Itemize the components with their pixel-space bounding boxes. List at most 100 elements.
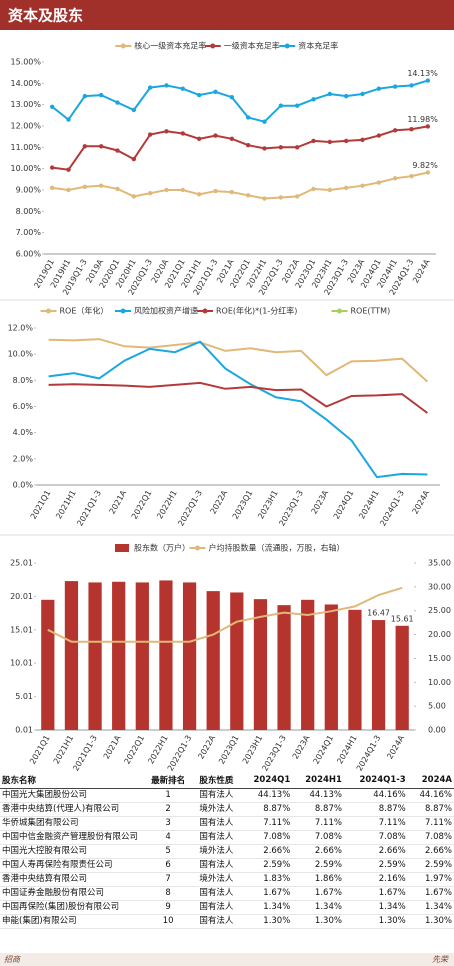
legend-dot (120, 308, 126, 314)
cell: 香港中央结算(代理人)有限公司 (0, 802, 144, 817)
marker (425, 78, 431, 83)
charts: 资本及股东 6.00% 7.00% 8.00% 9.00% 10.00% 11.00% 12… (0, 0, 454, 772)
cell: 2.59% (240, 858, 293, 873)
marker (66, 117, 71, 122)
legend-dot (120, 43, 126, 49)
marker (49, 185, 55, 191)
row: 中国光大集团股份公司 1 国有法人 44.13% 44.13% 44.16% 44.16% (0, 788, 454, 803)
cell: 10 (144, 914, 193, 929)
y-tick-label: 6.00% (16, 250, 42, 259)
cell: 国有法人 (192, 788, 241, 803)
line (52, 125, 428, 171)
y-tick-label: 12.0% (8, 324, 34, 333)
x-tick-label: 2021Q1-3 (75, 489, 103, 528)
marker (262, 196, 267, 201)
header-row: 股东名称 最新排名 股东性质 2024Q1 2024H1 2024Q1-3 2024A (0, 772, 454, 789)
y-tick-label: 13.00% (10, 100, 41, 109)
marker (343, 185, 349, 191)
footer-right: 先荣 (432, 955, 448, 964)
cell: 6 (144, 858, 193, 873)
cell: 1.67% (407, 886, 454, 901)
marker (49, 104, 55, 110)
cell: 5 (144, 844, 193, 859)
y2-tick-label: 30.00 (428, 582, 451, 591)
cell: 8.87% (343, 802, 408, 817)
legend-dot (202, 308, 208, 314)
marker (115, 186, 120, 192)
cell: 香港中央结算有限公司 (0, 872, 144, 887)
cell: 7.11% (292, 816, 344, 831)
cell: 44.13% (292, 788, 344, 803)
marker (164, 83, 169, 88)
marker (262, 119, 267, 124)
marker (180, 86, 186, 91)
cell: 2.59% (292, 858, 344, 873)
cell: 中国中信金融资产管理股份有限公司 (0, 830, 144, 845)
bar (253, 599, 268, 730)
y-tick-label: 10.00% (10, 164, 41, 173)
legend-dot (337, 308, 342, 314)
cell: 中国光大控股有限公司 (0, 844, 144, 859)
cell: 国有法人 (192, 900, 241, 915)
y-tick-label: 10.0% (8, 350, 34, 359)
marker (343, 138, 349, 144)
cell: 中国证券金融股份有限公司 (0, 886, 144, 901)
cell: 境外法人 (192, 872, 241, 887)
y2-tick-label: 0.00 (428, 726, 446, 735)
y2-tick-label: 35.00 (428, 559, 451, 568)
marker (180, 187, 186, 193)
cell: 8.87% (407, 802, 454, 817)
marker (392, 176, 398, 181)
cell: 2.66% (407, 844, 454, 859)
marker (147, 132, 153, 137)
cell: 7.08% (407, 830, 454, 845)
marker (98, 183, 104, 188)
x-tick-label: 2024A (385, 733, 406, 760)
marker (327, 139, 333, 145)
cell: 境外法人 (192, 802, 241, 817)
cell: 7.11% (343, 816, 408, 831)
cell: 国有法人 (192, 858, 241, 873)
cell: 1.67% (240, 886, 293, 901)
marker (311, 97, 316, 102)
marker (425, 170, 431, 175)
line (48, 381, 428, 414)
cell: 1.34% (343, 900, 408, 915)
x-tick-label: 2024H1 (335, 734, 359, 766)
y-tick-label: 9.00% (16, 186, 42, 195)
line (48, 340, 428, 479)
y2-tick-label: 20.00 (428, 630, 451, 639)
header-cell: 最新排名 (144, 772, 193, 789)
x-tick-label: 2021Q1-3 (71, 734, 99, 772)
marker (392, 84, 398, 89)
x-tick-label: 2022Q1 (130, 489, 154, 521)
bar (88, 582, 102, 730)
bar (395, 625, 409, 730)
cell: 1.30% (407, 914, 454, 929)
cell: 8.87% (292, 802, 344, 817)
cell: 7.08% (343, 830, 408, 845)
marker (425, 124, 431, 129)
cell: 2.66% (240, 844, 293, 859)
x-tick-label: 2023Q1 (217, 734, 241, 766)
y2-tick-label: 25.00 (428, 606, 451, 615)
y-tick-label: 14.00% (10, 79, 41, 88)
cell: 9 (144, 900, 193, 915)
cell: 国有法人 (192, 914, 241, 929)
cell: 中国光大集团股份公司 (0, 788, 144, 803)
cell: 1.34% (407, 900, 454, 915)
marker (82, 184, 88, 189)
marker (213, 133, 218, 138)
header-cell: 股东性质 (192, 772, 241, 789)
y-tick-label: 12.00% (10, 122, 41, 131)
marker (49, 165, 55, 170)
cell: 2.66% (343, 844, 408, 859)
marker (164, 187, 169, 193)
x-tick-label: 2023A (310, 488, 331, 515)
data-label: 14.13% (407, 69, 438, 78)
cell: 国有法人 (192, 830, 241, 845)
cell: 1.67% (292, 886, 344, 901)
cell: 7.11% (407, 816, 454, 831)
legend-label: 核心一级资本充足率 (134, 41, 206, 51)
